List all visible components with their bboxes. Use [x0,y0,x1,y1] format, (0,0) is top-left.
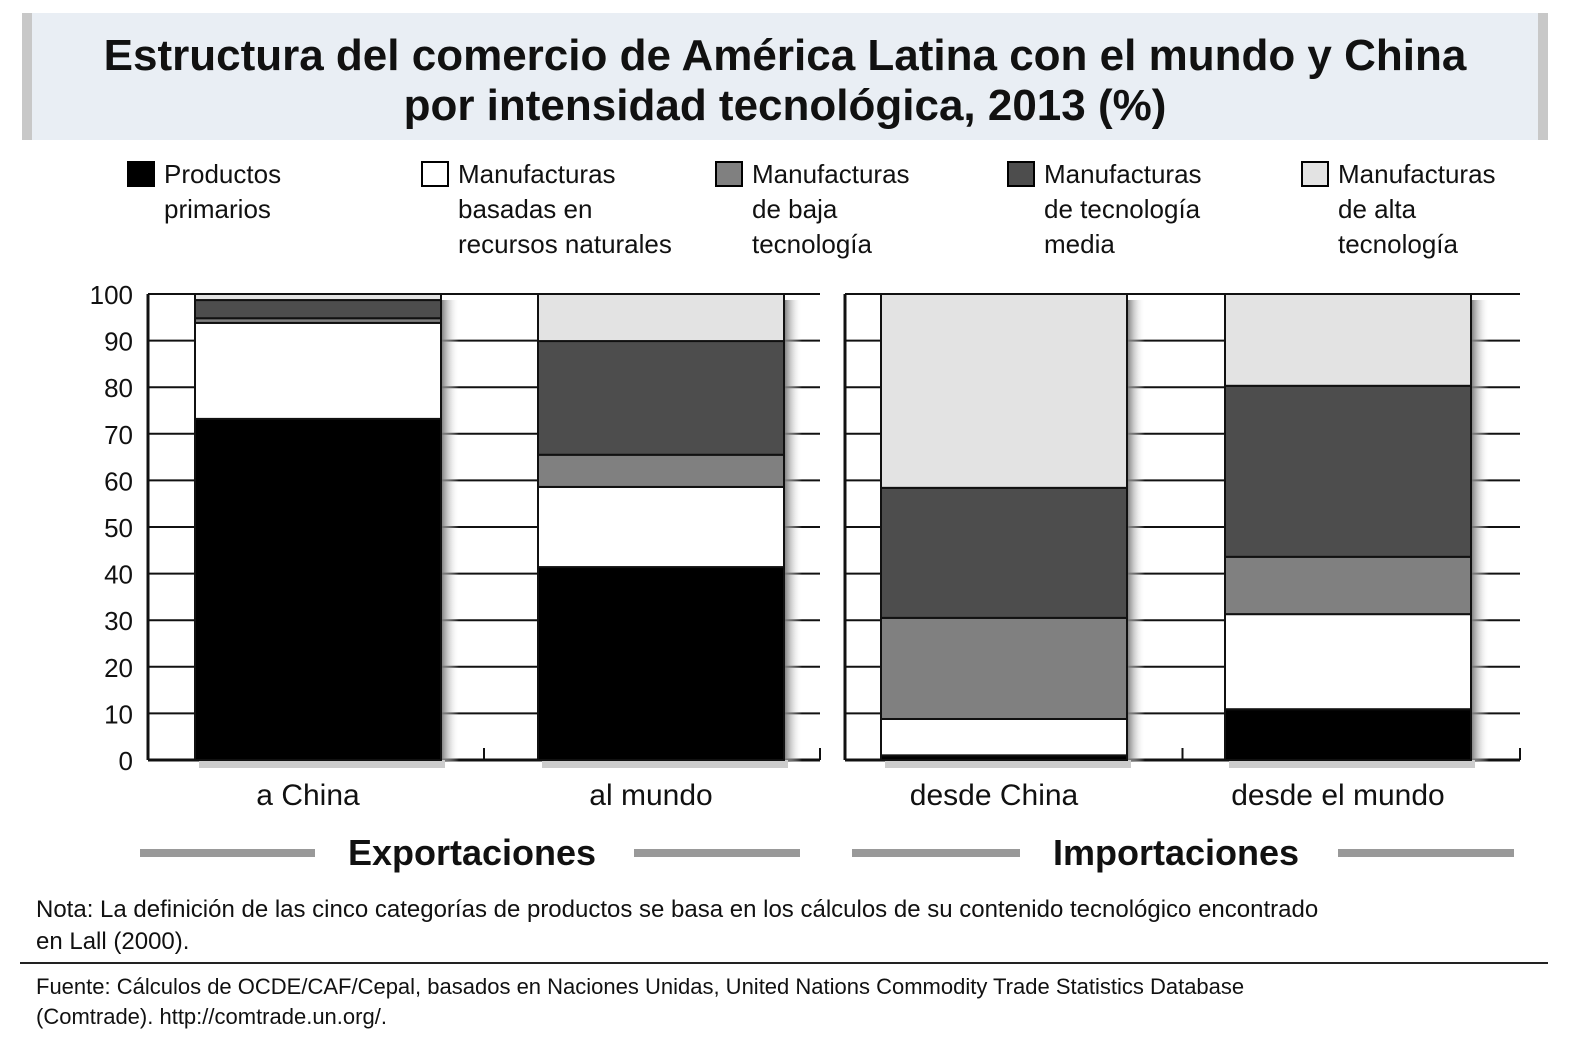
legend-label: basadas en [458,194,592,224]
bar-segment [1224,293,1472,387]
legend-swatch [1007,161,1035,187]
legend: Productos primarios Manufacturas basadas en… [127,159,1496,259]
bar-segment [1224,555,1472,616]
note-line-1: Nota: La definición de las cinco categor… [36,896,1318,923]
y-tick-label: 70 [104,420,133,450]
bar-segment [194,321,442,420]
y-tick-label: 40 [104,560,133,590]
bar-segment [194,299,442,320]
bar-shadow [1229,760,1475,768]
y-tick-label: 30 [104,606,133,636]
legend-label: Manufacturas [1044,159,1202,189]
bar-segment [880,717,1128,757]
bar-segment [537,293,785,343]
legend-label: de alta [1338,194,1417,224]
legend-label: media [1044,229,1115,259]
bar-shadow [441,300,459,762]
group-label: Exportaciones [348,832,596,873]
legend-label: tecnología [1338,229,1459,259]
source-line-1: Fuente: Cálculos de OCDE/CAF/Cepal, basa… [36,974,1244,999]
bar-shadow [885,760,1131,768]
bar-segment [1224,613,1472,711]
y-tick-label: 80 [104,373,133,403]
title-left-bar [22,13,32,140]
plot-area: 0 10 20 30 40 50 60 70 80 90 100 a China al mundo des… [90,280,1521,873]
group-label: Importaciones [1053,832,1299,873]
x-tick-label: desde el mundo [1231,779,1445,812]
legend-swatch [1301,161,1329,187]
legend-label: primarios [164,194,271,224]
bar-segment [194,417,442,761]
chart-title: Estructura del comercio de América Latin… [104,31,1467,80]
bar-shadow [199,760,445,768]
bar-segment [194,293,442,302]
chart-title-line2: por intensidad tecnológica, 2013 (%) [404,81,1167,130]
bar-shadow [1127,300,1145,762]
legend-label: de baja [752,194,838,224]
bar-shadow [542,760,788,768]
title-background [22,13,1548,140]
note-line-2: en Lall (2000). [36,928,189,955]
y-tick-label: 10 [104,699,133,729]
bar-segment [537,485,785,569]
y-tick-label: 20 [104,653,133,683]
bar-segment [880,293,1128,489]
legend-label: Manufacturas [458,159,616,189]
y-tick-label: 0 [119,746,133,776]
bar-segment [1224,708,1472,761]
legend-label: tecnología [752,229,873,259]
legend-swatch [127,161,155,187]
legend-label: Manufacturas [1338,159,1496,189]
x-tick-label: a China [256,779,360,812]
source-line-2: (Comtrade). http://comtrade.un.org/. [36,1004,387,1029]
bar-segment [537,566,785,761]
bar-shadow [1471,300,1489,762]
bar-segment [880,486,1128,619]
x-tick-label: desde China [910,779,1079,812]
bar-segment [880,616,1128,720]
bar-segment [1224,384,1472,558]
y-tick-label: 60 [104,466,133,496]
legend-label: Manufacturas [752,159,910,189]
legend-label: Productos [164,159,281,189]
legend-swatch [421,161,449,187]
title-right-bar [1538,13,1548,140]
x-tick-label: al mundo [589,779,712,812]
bar-segment [537,453,785,488]
bar-segment [537,340,785,456]
y-tick-label: 90 [104,327,133,357]
legend-swatch [715,161,743,187]
legend-label: de tecnología [1044,194,1201,224]
bar-shadow [784,300,802,762]
y-tick-label: 100 [90,280,133,310]
y-tick-label: 50 [104,513,133,543]
legend-label: recursos naturales [458,229,672,259]
